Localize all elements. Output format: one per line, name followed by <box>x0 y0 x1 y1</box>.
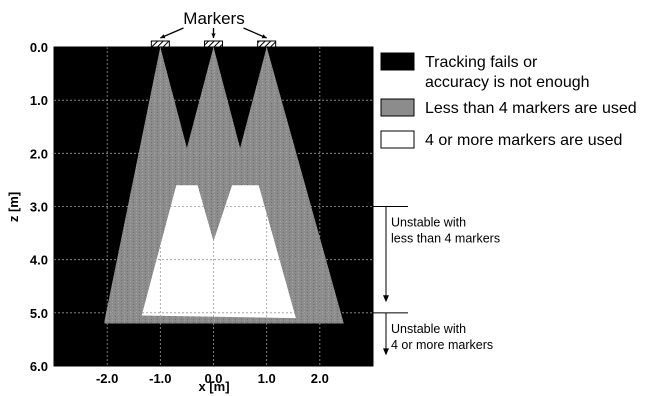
x-tick-label: 2.0 <box>311 371 329 386</box>
range-arrowhead <box>383 295 389 303</box>
y-tick-label: 5.0 <box>30 306 48 321</box>
grid-lines <box>54 46 373 367</box>
legend-label: 4 or more markers are used <box>425 132 622 149</box>
markers-callout: Markers <box>150 9 277 48</box>
legend: Tracking fails or accuracy is not enough L… <box>380 52 637 149</box>
annotation-text: less than 4 markers <box>391 232 500 246</box>
legend-label: accuracy is not enough <box>425 74 590 91</box>
plot-area <box>53 46 374 367</box>
x-axis-label: x [m] <box>198 379 229 394</box>
x-tick-label: 0.0 <box>204 371 222 386</box>
legend-swatch <box>380 98 415 117</box>
y-tick-label: 6.0 <box>30 359 48 374</box>
annotation-text: 4 or more markers <box>391 338 493 352</box>
y-tick-label: 0.0 <box>30 40 48 55</box>
marker-icon <box>257 40 277 48</box>
legend-item: 4 or more markers are used <box>380 130 622 149</box>
y-tick-label: 1.0 <box>30 93 48 108</box>
4-or-more-markers-region <box>141 185 296 319</box>
legend-item: Tracking fails or accuracy is not enough <box>380 52 590 91</box>
stability-annotation: Unstable with 4 or more markers <box>373 312 493 356</box>
x-axis-ticks: -2.0 -1.0 0.0 1.0 2.0 <box>96 371 329 386</box>
y-tick-label: 2.0 <box>30 146 48 161</box>
marker-icon <box>204 40 223 48</box>
marker-icon <box>150 40 170 48</box>
legend-item: Less than 4 markers are used <box>380 98 637 117</box>
y-tick-label: 3.0 <box>30 200 48 215</box>
legend-label: Less than 4 markers are used <box>425 100 637 117</box>
annotation-text: Unstable with <box>391 322 466 336</box>
marker-arrowhead <box>160 34 166 39</box>
annotation-text: Unstable with <box>391 216 466 230</box>
marker-arrowhead <box>261 34 267 39</box>
x-tick-label: 1.0 <box>258 371 276 386</box>
x-tick-label: -2.0 <box>96 371 118 386</box>
legend-swatch <box>380 130 415 149</box>
y-axis-label: z [m] <box>6 192 21 222</box>
marker-icons <box>150 27 277 48</box>
stability-annotation: Unstable with less than 4 markers <box>373 206 500 303</box>
marker-arrowhead <box>211 33 216 38</box>
legend-swatch <box>380 52 415 71</box>
legend-label: Tracking fails or <box>425 54 538 71</box>
range-arrowhead <box>383 348 389 356</box>
markers-label: Markers <box>183 9 244 28</box>
y-tick-label: 4.0 <box>30 253 48 268</box>
y-axis-ticks: 0.0 1.0 2.0 3.0 4.0 5.0 6.0 <box>30 40 48 374</box>
x-tick-label: -1.0 <box>149 371 171 386</box>
